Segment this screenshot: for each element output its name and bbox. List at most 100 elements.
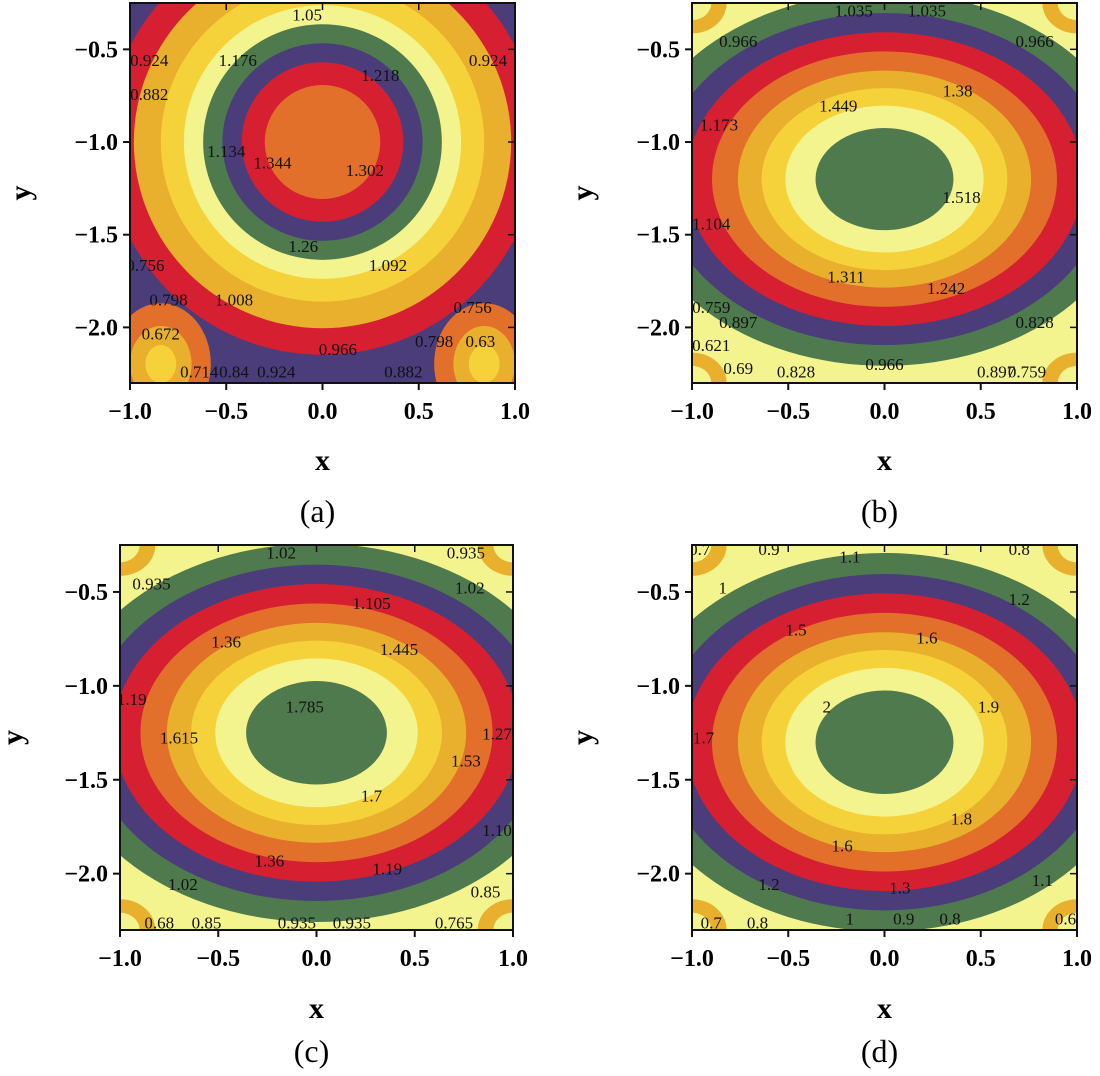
contour-band bbox=[815, 690, 954, 794]
contour-label: 1.092 bbox=[369, 256, 407, 275]
x-tick-label: 0.0 bbox=[870, 946, 900, 972]
contour-label: 1.218 bbox=[361, 66, 399, 85]
contour-label: 1.176 bbox=[219, 51, 257, 70]
contour-label: 0.756 bbox=[454, 298, 492, 317]
contour-label: 0.828 bbox=[777, 363, 815, 382]
contour-label: 1.275 bbox=[482, 725, 520, 744]
x-tick-label: −1.0 bbox=[670, 946, 714, 972]
contour-label: 1.785 bbox=[286, 698, 324, 717]
contour-label: 0.69 bbox=[723, 359, 753, 378]
contour-label: 1.02 bbox=[455, 578, 485, 597]
contour-lobe bbox=[468, 345, 500, 383]
y-tick-label: −2.0 bbox=[636, 862, 680, 888]
contour-corner bbox=[692, 545, 712, 563]
contour-label: 1.8 bbox=[951, 809, 972, 828]
y-tick-label: −0.5 bbox=[636, 37, 680, 63]
contour-corner bbox=[120, 545, 140, 563]
x-tick-label: 0.0 bbox=[870, 399, 900, 425]
contour-label: 1.02 bbox=[168, 875, 198, 894]
contour-label: 0.924 bbox=[469, 51, 508, 70]
contour-label: 1.2 bbox=[1009, 590, 1030, 609]
contour-label: 1.1 bbox=[839, 548, 860, 567]
x-tick-label: −0.5 bbox=[204, 399, 248, 425]
contour-label: 1.7 bbox=[361, 786, 383, 805]
contour-label: 1.344 bbox=[253, 154, 292, 173]
panel-caption: (d) bbox=[861, 1033, 898, 1069]
contour-label: 1.02 bbox=[266, 544, 296, 563]
contour-label: 0.7 bbox=[689, 540, 711, 559]
x-tick-label: 0.5 bbox=[404, 399, 434, 425]
contour-label: 0.897 bbox=[977, 363, 1016, 382]
contour-label: 0.85 bbox=[471, 883, 501, 902]
x-tick-label: −0.5 bbox=[766, 399, 810, 425]
contour-label: 1.3 bbox=[889, 879, 910, 898]
x-tick-label: −1.0 bbox=[98, 946, 142, 972]
contour-label: 1.36 bbox=[211, 632, 241, 651]
y-tick-label: −1.0 bbox=[636, 674, 680, 700]
contour-label: 0.756 bbox=[126, 256, 164, 275]
contour-label: 0.8 bbox=[747, 913, 768, 932]
contour-label: 1.36 bbox=[254, 852, 284, 871]
y-axis-label: y bbox=[566, 186, 599, 201]
contour-label: 0.672 bbox=[142, 325, 180, 344]
contour-label: 2 bbox=[823, 698, 832, 717]
x-axis-label: x bbox=[315, 444, 330, 477]
contour-label: 1.26 bbox=[288, 237, 318, 256]
contour-label: 0.765 bbox=[435, 913, 473, 932]
y-axis-label: y bbox=[566, 730, 599, 745]
contour-label: 0.63 bbox=[465, 332, 495, 351]
contour-label: 0.966 bbox=[1016, 32, 1054, 51]
x-tick-label: −1.0 bbox=[670, 399, 714, 425]
contour-label: 1.105 bbox=[482, 821, 520, 840]
contour-label: 1.6 bbox=[832, 836, 853, 855]
contour-label: 1.19 bbox=[372, 859, 402, 878]
contour-label: 1.2 bbox=[758, 875, 779, 894]
contour-label: 1.035 bbox=[908, 2, 946, 21]
x-tick-label: 0.5 bbox=[400, 946, 430, 972]
x-tick-label: 1.0 bbox=[1062, 399, 1092, 425]
contour-corner bbox=[692, 365, 712, 383]
panel-b: 1.035 1.035 0.966 0.966 1.449 1.38 1.173 1.518 1… bbox=[566, 2, 1092, 529]
contour-lobe bbox=[145, 345, 177, 383]
x-tick-label: 1.0 bbox=[1062, 946, 1092, 972]
contour-label: 1 bbox=[719, 578, 728, 597]
x-tick-label: 0.0 bbox=[302, 946, 332, 972]
contour-label: 0.84 bbox=[219, 363, 249, 382]
contour-corner bbox=[493, 912, 513, 930]
contour-label: 1.1 bbox=[1032, 871, 1053, 890]
contour-label: 0.966 bbox=[719, 32, 757, 51]
y-axis-label: y bbox=[0, 730, 29, 745]
contour-corner bbox=[493, 545, 513, 563]
y-tick-label: −1.0 bbox=[636, 130, 680, 156]
contour-label: 1.449 bbox=[819, 97, 857, 116]
x-tick-label: 0.5 bbox=[966, 399, 996, 425]
x-tick-label: 1.0 bbox=[498, 946, 528, 972]
panel-caption: (c) bbox=[294, 1033, 330, 1069]
x-tick-label: −0.5 bbox=[196, 946, 240, 972]
contour-label: 0.621 bbox=[692, 336, 730, 355]
y-tick-label: −1.0 bbox=[74, 130, 118, 156]
contour-corner bbox=[1057, 545, 1077, 563]
y-tick-label: −1.5 bbox=[74, 223, 118, 249]
y-axis-label: y bbox=[4, 186, 37, 201]
contour-label: 0.759 bbox=[692, 298, 730, 317]
contour-label: 0.966 bbox=[865, 355, 903, 374]
contour-label: 0.6 bbox=[1055, 909, 1076, 928]
panel-c: 1.02 1.105 0.935 0.935 1.02 1.36 1.445 1.19 1.78… bbox=[0, 544, 528, 1069]
contour-label: 1.134 bbox=[207, 142, 246, 161]
contour-corner bbox=[1057, 365, 1077, 383]
contour-label: 0.935 bbox=[132, 575, 170, 594]
contour-corner bbox=[692, 912, 712, 930]
contour-label: 0.9 bbox=[893, 909, 914, 928]
x-axis-label: x bbox=[309, 992, 324, 1025]
y-tick-label: −0.5 bbox=[74, 37, 118, 63]
x-tick-label: −1.0 bbox=[108, 399, 152, 425]
panel-d: 0.7 0.9 1.1 1 0.8 1 1.2 1.5 1.6 2 1.9 1.7 1.8 1.6 1.2 1… bbox=[566, 540, 1092, 1069]
contour-label: 1.035 bbox=[835, 2, 873, 21]
contour-label: 1.9 bbox=[978, 698, 999, 717]
y-tick-label: −1.5 bbox=[636, 768, 680, 794]
contour-label: 1.173 bbox=[700, 116, 738, 135]
contour-corner bbox=[120, 912, 140, 930]
x-tick-label: 0.0 bbox=[308, 399, 338, 425]
